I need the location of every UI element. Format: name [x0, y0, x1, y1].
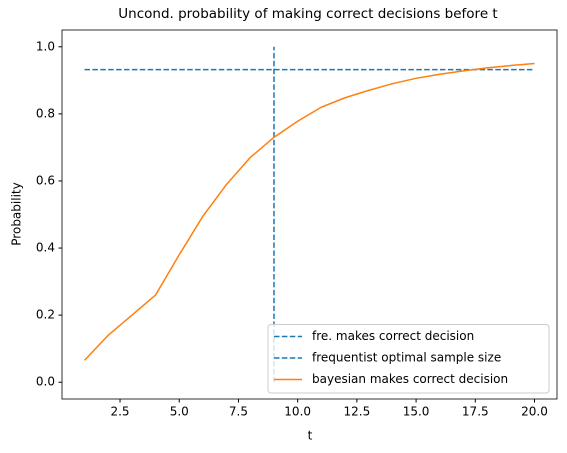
legend-label: frequentist optimal sample size: [312, 351, 501, 365]
x-tick-label: 7.5: [229, 405, 248, 419]
chart-title: Uncond. probability of making correct de…: [118, 6, 497, 22]
y-tick-label: 1.0: [36, 39, 55, 53]
x-tick-label: 20.0: [521, 405, 548, 419]
y-tick-label: 0.4: [36, 241, 55, 255]
y-tick-label: 0.0: [36, 375, 55, 389]
x-tick-label: 15.0: [403, 405, 430, 419]
x-tick-label: 17.5: [462, 405, 489, 419]
legend-label: fre. makes correct decision: [312, 329, 474, 343]
y-tick-label: 0.6: [36, 173, 55, 187]
x-tick-label: 12.5: [344, 405, 371, 419]
y-axis-label: Probability: [10, 182, 24, 245]
x-tick-label: 2.5: [110, 405, 129, 419]
axes-frame: [61, 29, 558, 400]
legend: fre. makes correct decision frequentist o…: [267, 324, 550, 394]
y-tick-label: 0.8: [36, 106, 55, 120]
series-line: [83, 62, 535, 361]
x-axis-label: t: [308, 429, 313, 443]
legend-box: [267, 324, 550, 394]
x-tick-label: 5.0: [170, 405, 189, 419]
y-tick-label: 0.2: [36, 308, 55, 322]
legend-label: bayesian makes correct decision: [312, 372, 508, 386]
x-tick-label: 10.0: [284, 405, 311, 419]
